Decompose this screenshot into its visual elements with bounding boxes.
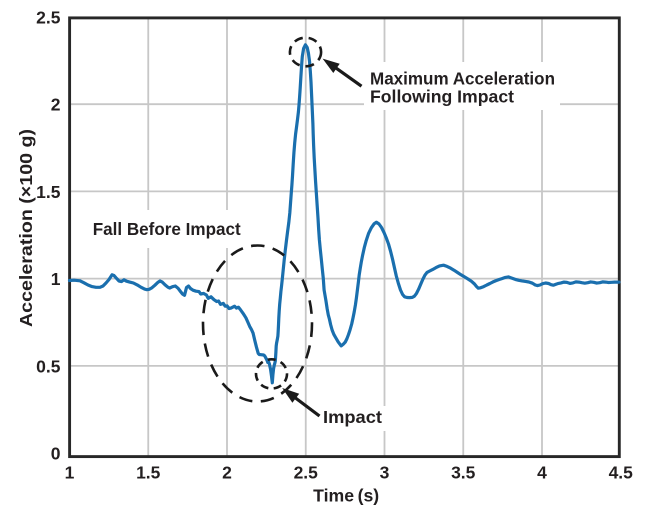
svg-text:Acceleration (×100 g): Acceleration (×100 g): [16, 129, 36, 327]
svg-text:0: 0: [51, 444, 61, 464]
svg-text:2: 2: [51, 95, 61, 115]
svg-text:Following Impact: Following Impact: [370, 87, 514, 107]
svg-text:4: 4: [537, 462, 547, 482]
svg-text:1.5: 1.5: [136, 462, 161, 482]
svg-text:1: 1: [65, 462, 75, 482]
svg-text:2: 2: [222, 462, 232, 482]
svg-text:2.5: 2.5: [294, 462, 319, 482]
svg-text:Maximum Acceleration: Maximum Acceleration: [370, 69, 555, 89]
svg-text:Impact: Impact: [323, 407, 382, 427]
svg-text:2.5: 2.5: [36, 7, 61, 27]
svg-text:0.5: 0.5: [36, 356, 61, 376]
svg-text:3: 3: [380, 462, 390, 482]
svg-text:1.5: 1.5: [36, 182, 61, 202]
svg-text:3.5: 3.5: [451, 462, 476, 482]
svg-text:Fall Before Impact: Fall Before Impact: [93, 219, 241, 239]
svg-text:Time (s): Time (s): [313, 486, 379, 506]
svg-text:1: 1: [51, 269, 61, 289]
svg-text:4.5: 4.5: [609, 462, 634, 482]
